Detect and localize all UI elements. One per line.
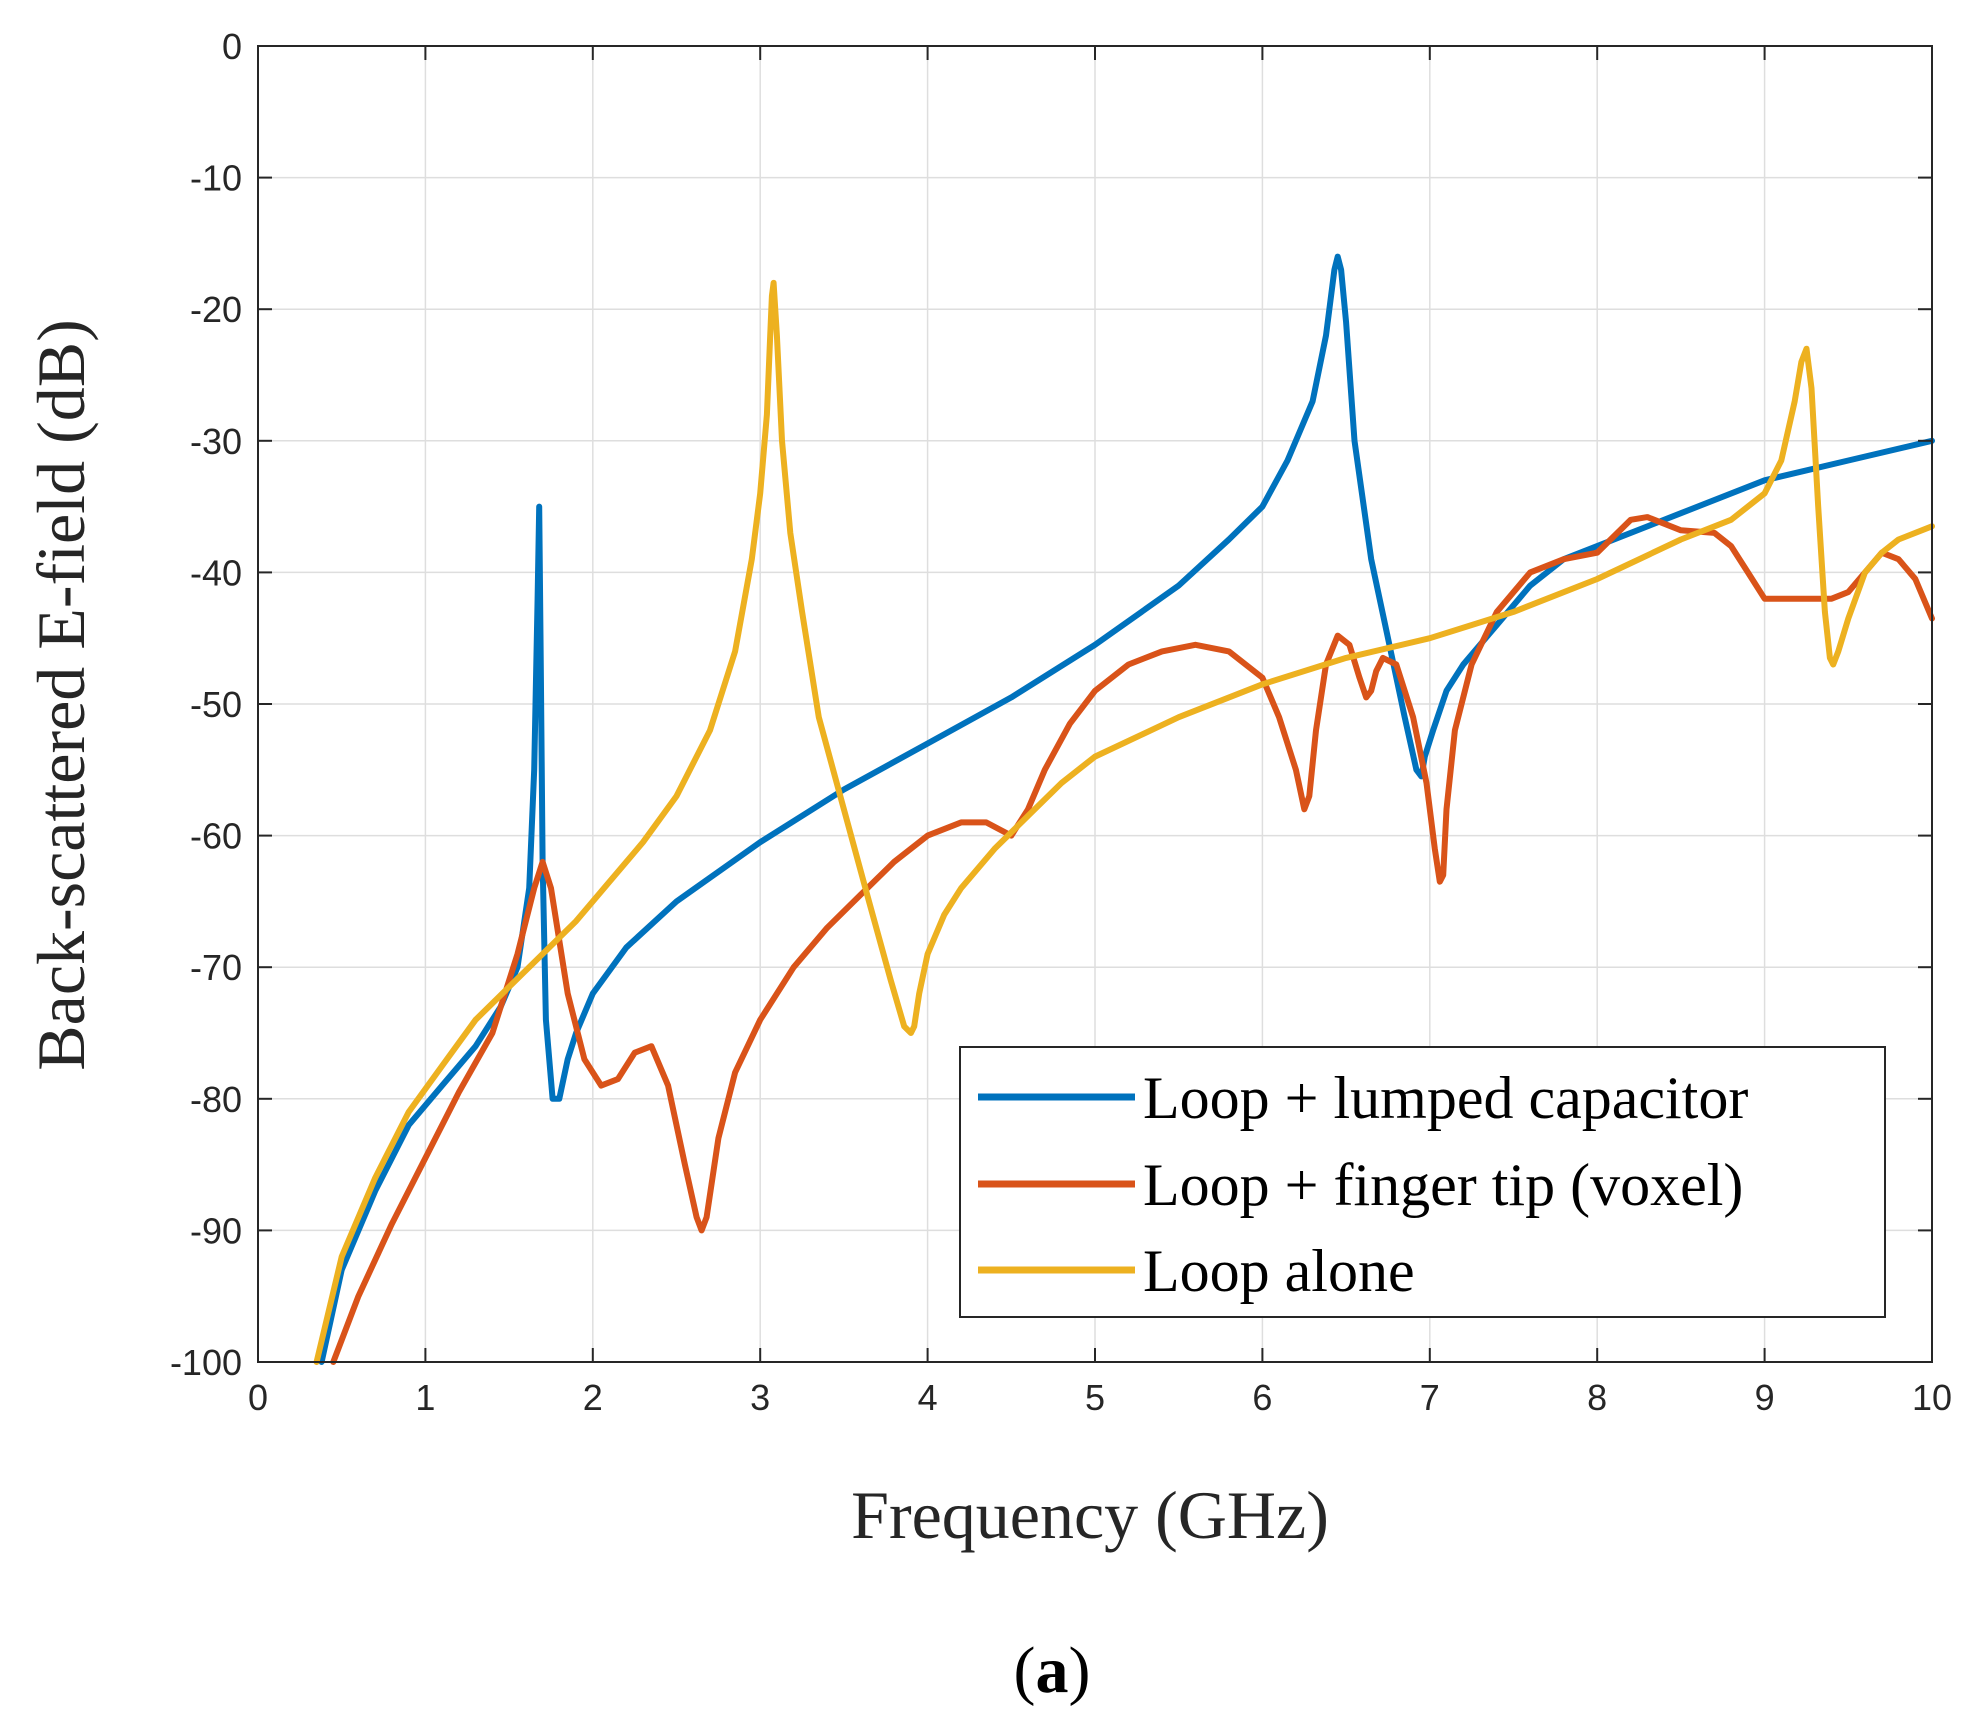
series-line-loop-lumped-capacitor (318, 253, 1935, 1365)
y-tick-label: -10 (190, 158, 242, 199)
legend-label-loop-lumped-capacitor: Loop + lumped capacitor (1143, 1065, 1748, 1131)
y-tick-label: -100 (170, 1342, 242, 1383)
x-tick-label: 0 (248, 1377, 268, 1418)
x-axis-label: Frequency (GHz) (851, 1477, 1329, 1553)
x-tick-label: 10 (1912, 1377, 1952, 1418)
y-tick-label: -50 (190, 684, 242, 725)
series-line-loop-alone (313, 279, 1935, 1365)
x-tick-label: 8 (1587, 1377, 1607, 1418)
y-tick-label: -80 (190, 1079, 242, 1120)
x-tick-label: 5 (1085, 1377, 1105, 1418)
legend-label-loop-alone: Loop alone (1143, 1238, 1415, 1304)
x-tick-label: 6 (1252, 1377, 1272, 1418)
y-axis-ticks: 0 -10 -20 -30 -40 -50 -60 -70 -80 -90 -100 (170, 26, 1932, 1383)
y-tick-label: -70 (190, 947, 242, 988)
x-tick-label: 4 (918, 1377, 938, 1418)
caption-open-paren: ( (1014, 1634, 1036, 1707)
x-tick-label: 2 (583, 1377, 603, 1418)
caption-letter: a (1036, 1634, 1069, 1707)
legend: Loop + lumped capacitor Loop + finger ti… (959, 1046, 1886, 1318)
legend-label-loop-finger-tip: Loop + finger tip (voxel) (1143, 1152, 1743, 1218)
series-line-loop-finger-tip (330, 514, 1935, 1365)
x-tick-label: 1 (415, 1377, 435, 1418)
x-tick-label: 7 (1420, 1377, 1440, 1418)
y-tick-label: 0 (222, 26, 242, 67)
y-tick-label: -60 (190, 816, 242, 857)
figure-caption: (a) (1014, 1634, 1091, 1707)
series-lines (313, 253, 1935, 1365)
y-axis-label: Back-scattered E-field (dB) (23, 319, 99, 1070)
y-tick-label: -40 (190, 552, 242, 593)
caption-close-paren: ) (1069, 1634, 1091, 1707)
x-tick-label: 9 (1755, 1377, 1775, 1418)
x-axis-ticks: 0 1 2 3 4 5 6 7 8 9 10 (248, 46, 1952, 1418)
x-tick-label: 3 (750, 1377, 770, 1418)
y-tick-label: -20 (190, 289, 242, 330)
y-tick-label: -30 (190, 421, 242, 462)
y-tick-label: -90 (190, 1210, 242, 1251)
